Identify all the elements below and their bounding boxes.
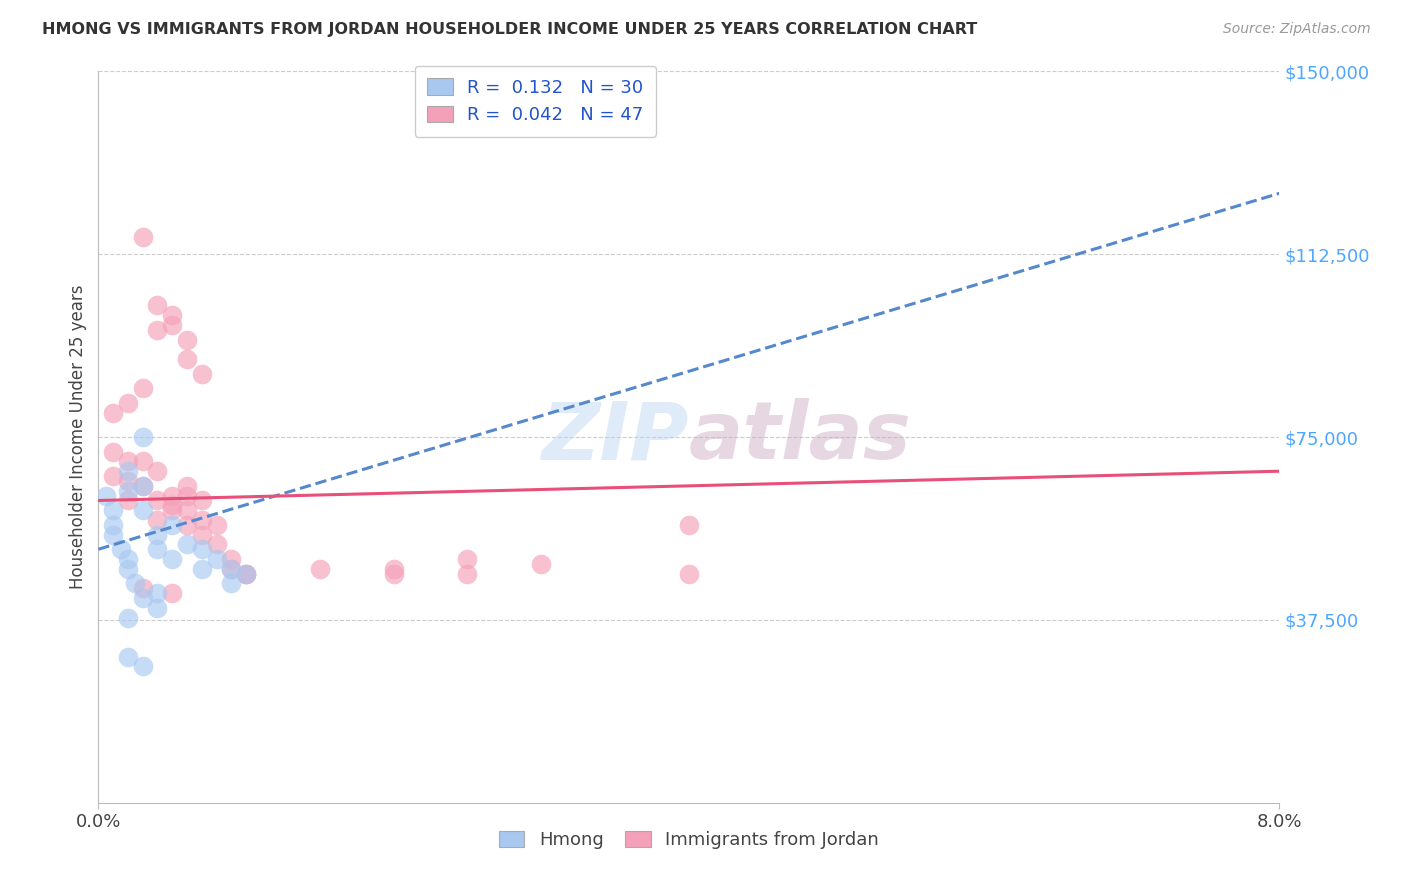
Text: atlas: atlas	[689, 398, 911, 476]
Point	[309, 562, 332, 576]
Point	[191, 513, 214, 527]
Point	[146, 298, 169, 312]
Point	[162, 503, 183, 517]
Legend: Hmong, Immigrants from Jordan: Hmong, Immigrants from Jordan	[488, 820, 890, 860]
Point	[176, 537, 198, 551]
Point	[221, 552, 243, 566]
Point	[162, 552, 183, 566]
Point	[382, 562, 405, 576]
Point	[117, 474, 139, 488]
Point	[132, 454, 155, 468]
Text: Source: ZipAtlas.com: Source: ZipAtlas.com	[1223, 22, 1371, 37]
Point	[146, 527, 169, 541]
Text: HMONG VS IMMIGRANTS FROM JORDAN HOUSEHOLDER INCOME UNDER 25 YEARS CORRELATION CH: HMONG VS IMMIGRANTS FROM JORDAN HOUSEHOL…	[42, 22, 977, 37]
Point	[117, 464, 139, 478]
Point	[162, 489, 183, 503]
Point	[162, 308, 183, 322]
Point	[117, 396, 139, 410]
Point	[117, 552, 139, 566]
Point	[382, 566, 405, 581]
Point	[176, 479, 198, 493]
Point	[117, 493, 139, 508]
Point	[103, 503, 125, 517]
Point	[162, 318, 183, 332]
Point	[146, 542, 169, 557]
Point	[221, 562, 243, 576]
Point	[191, 562, 214, 576]
Point	[117, 454, 139, 468]
Point	[110, 542, 132, 557]
Point	[162, 586, 183, 600]
Point	[205, 552, 228, 566]
Point	[146, 586, 169, 600]
Point	[176, 503, 198, 517]
Point	[162, 517, 183, 532]
Point	[117, 649, 139, 664]
Point	[146, 493, 169, 508]
Point	[132, 381, 155, 395]
Point	[235, 566, 257, 581]
Point	[530, 557, 553, 571]
Point	[221, 576, 243, 591]
Point	[132, 659, 155, 673]
Point	[191, 493, 214, 508]
Point	[117, 562, 139, 576]
Point	[117, 610, 139, 624]
Y-axis label: Householder Income Under 25 years: Householder Income Under 25 years	[69, 285, 87, 590]
Point	[132, 479, 155, 493]
Point	[132, 503, 155, 517]
Point	[132, 581, 155, 595]
Point	[103, 527, 125, 541]
Point	[94, 489, 117, 503]
Point	[103, 406, 125, 420]
Point	[205, 537, 228, 551]
Point	[678, 517, 700, 532]
Point	[678, 566, 700, 581]
Text: ZIP: ZIP	[541, 398, 689, 476]
Point	[191, 527, 214, 541]
Point	[176, 489, 198, 503]
Point	[103, 517, 125, 532]
Point	[205, 517, 228, 532]
Point	[221, 562, 243, 576]
Point	[176, 517, 198, 532]
Point	[191, 542, 214, 557]
Point	[146, 513, 169, 527]
Point	[146, 323, 169, 337]
Point	[162, 499, 183, 513]
Point	[132, 591, 155, 605]
Point	[235, 566, 257, 581]
Point	[103, 469, 125, 483]
Point	[191, 367, 214, 381]
Point	[117, 483, 139, 498]
Point	[176, 333, 198, 347]
Point	[132, 230, 155, 244]
Point	[132, 479, 155, 493]
Point	[103, 444, 125, 458]
Point	[124, 576, 146, 591]
Point	[146, 600, 169, 615]
Point	[132, 430, 155, 444]
Point	[146, 464, 169, 478]
Point	[457, 566, 479, 581]
Point	[457, 552, 479, 566]
Point	[176, 352, 198, 367]
Point	[235, 566, 257, 581]
